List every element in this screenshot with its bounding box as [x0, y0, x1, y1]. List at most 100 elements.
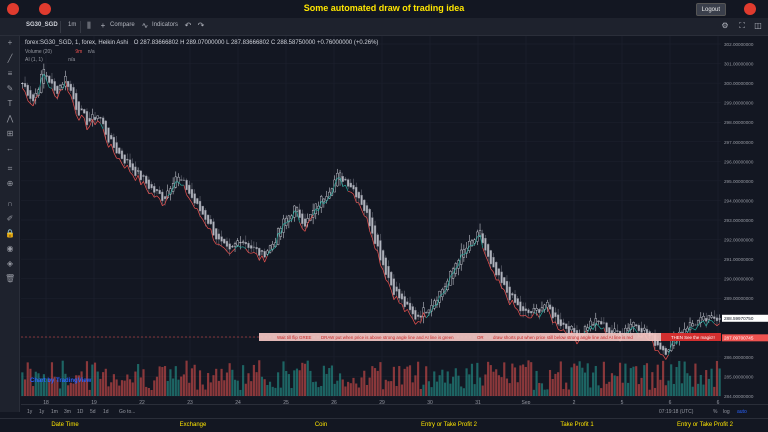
ai-line-segment [148, 192, 152, 194]
candle-body [231, 246, 234, 248]
volume-bar [511, 363, 514, 396]
candle-body [236, 240, 239, 246]
candle-body [387, 266, 390, 279]
compare-plus-icon[interactable]: + [100, 21, 106, 30]
utc-clock: 07:19:18 (UTC) [659, 409, 694, 415]
ai-line-segment [514, 307, 518, 311]
stay-drawing-icon[interactable]: ✐ [6, 214, 14, 223]
candle-body [346, 179, 350, 187]
volume-bar [616, 376, 619, 396]
volume-bar [330, 365, 334, 396]
settings-gear-icon[interactable]: ⚙ [721, 21, 729, 30]
ai-line-segment [137, 175, 142, 185]
volume-legend-label[interactable]: Volume (20) [25, 49, 52, 55]
candle-body [295, 207, 299, 212]
volume-bar [96, 371, 99, 396]
price-tag-bg [722, 314, 768, 322]
annotation-text-4: draw shorts put when price still below s… [493, 335, 633, 340]
ai-legend-label[interactable]: AI (1, 1) [25, 57, 43, 63]
volume-bar [390, 381, 393, 396]
percent-toggle[interactable]: % [713, 409, 718, 415]
arrow-icon[interactable]: ← [6, 144, 14, 153]
ai-line-segment [172, 181, 177, 189]
layers-icon[interactable]: ◈ [6, 259, 14, 268]
candle-body [209, 219, 212, 225]
measure-icon[interactable]: ⊞ [6, 129, 14, 138]
candle-body [371, 217, 374, 234]
chart-style-icon[interactable]: ⫼ [87, 21, 91, 30]
indicators-button[interactable]: Indicators [152, 22, 179, 28]
ai-line-segment [24, 91, 29, 101]
volume-bar [349, 383, 352, 396]
ai-line-segment [102, 128, 107, 140]
ai-line-segment [689, 326, 693, 329]
candle-body [591, 324, 595, 326]
volume-bar [209, 382, 212, 396]
candle-body [193, 193, 196, 204]
candle-body [602, 322, 606, 324]
ai-line-segment [356, 201, 360, 204]
compare-button[interactable]: Compare [110, 22, 135, 28]
volume-bar [309, 370, 312, 396]
undo-icon[interactable]: ↶ [184, 21, 192, 30]
ai-line-segment [62, 81, 66, 90]
snapshot-icon[interactable]: ◫ [754, 21, 762, 30]
symbol-search[interactable]: SG30_SGD [26, 22, 58, 28]
range-3m[interactable]: 3m [64, 409, 71, 415]
candle-body [120, 150, 124, 160]
zoom-icon[interactable]: ⊕ [6, 179, 14, 188]
range-1y[interactable]: 1y [27, 409, 33, 415]
range-1m[interactable]: 1m [51, 409, 58, 415]
range-5d[interactable]: 5d [90, 409, 96, 415]
ai-line-segment [364, 215, 368, 219]
candle-body [328, 191, 331, 199]
candle-body [626, 327, 630, 332]
volume-bar [489, 365, 492, 396]
volume-bar [438, 375, 441, 396]
ruler-icon[interactable]: ⌗ [7, 164, 13, 173]
volume-bar [231, 369, 234, 396]
logout-button[interactable]: Logout [695, 3, 726, 16]
auto-toggle[interactable]: auto [737, 409, 747, 415]
range-1d[interactable]: 1d [103, 409, 109, 415]
candle-body [136, 170, 140, 172]
candle-body [500, 271, 503, 284]
volume-bar [104, 368, 107, 396]
volume-bar [53, 376, 56, 396]
indicators-icon[interactable]: ∿ [141, 21, 149, 30]
volume-bar [718, 368, 721, 396]
brush-icon[interactable]: ✎ [6, 84, 14, 93]
text-tool-icon[interactable]: T [7, 99, 13, 108]
range-1y-b[interactable]: 1y [39, 409, 45, 415]
log-toggle[interactable]: log [723, 409, 730, 415]
lock-icon[interactable]: 🔒 [5, 229, 15, 238]
candle-body [535, 308, 538, 311]
range-1D[interactable]: 1D [77, 409, 84, 415]
ai-line-segment [234, 245, 238, 249]
redo-icon[interactable]: ↷ [197, 21, 205, 30]
fib-icon[interactable]: ≡ [7, 69, 13, 78]
candle-body [225, 240, 229, 247]
volume-bar [207, 373, 210, 396]
tradingview-watermark[interactable]: Chart by TradingView [30, 378, 92, 384]
candle-body [637, 325, 641, 332]
ai-line-segment [530, 312, 535, 319]
candle-body [80, 108, 83, 111]
volume-bar [137, 364, 140, 396]
goto-button[interactable]: Go to... [119, 409, 136, 415]
price-chart[interactable]: 302.00000000 301.00000000 300.00000000 299.… [21, 36, 768, 412]
interval-button[interactable]: 1m [68, 22, 77, 28]
magnet-icon[interactable]: ∩ [7, 199, 13, 208]
candle-body [527, 309, 530, 314]
trend-line-icon[interactable]: ╱ [7, 54, 13, 63]
ai-line-segment [129, 171, 133, 176]
visibility-icon[interactable]: ◉ [6, 244, 14, 253]
crosshair-icon[interactable]: + [7, 38, 13, 47]
volume-bar [379, 362, 382, 396]
ai-line-segment [240, 246, 244, 248]
pattern-icon[interactable]: ⋀ [6, 114, 14, 123]
trash-icon[interactable]: 🗑 [5, 274, 16, 283]
volume-bar [258, 360, 261, 396]
legend-title[interactable]: forex:SG30_SGD, 1, forex, Heikin Ashi [25, 40, 129, 46]
fullscreen-icon[interactable]: ⛶ [739, 21, 745, 30]
